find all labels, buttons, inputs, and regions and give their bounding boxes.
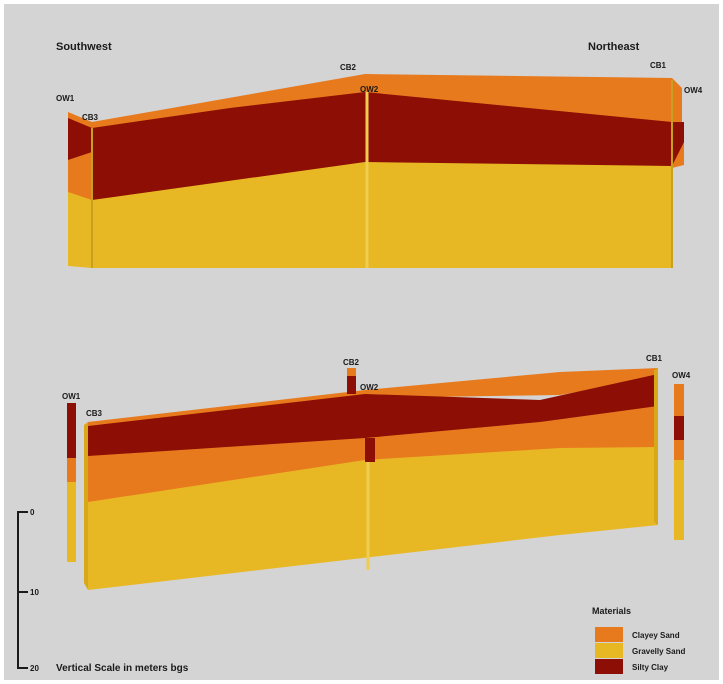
top-well-label-ow2: OW2 bbox=[360, 85, 379, 94]
vertical-scale: 0 10 20 Vertical Scale in meters bgs bbox=[17, 508, 189, 674]
top-silty-clay-layer bbox=[68, 92, 684, 200]
bottom-block-side-right bbox=[654, 368, 658, 525]
bottom-well-label-cb3: CB3 bbox=[86, 409, 103, 418]
legend-label-clayey-sand: Clayey Sand bbox=[632, 631, 680, 640]
legend-label-gravelly-sand: Gravelly Sand bbox=[632, 647, 685, 656]
bottom-clayey-sand-layer-upper bbox=[88, 368, 658, 428]
legend-label-silty-clay: Silty Clay bbox=[632, 663, 669, 672]
scale-tick-label-0: 0 bbox=[30, 508, 35, 517]
bottom-well-column-cb2 bbox=[347, 368, 375, 570]
legend-swatch-gravelly-sand bbox=[595, 643, 623, 658]
top-cross-section: OW1 CB3 CB2 OW2 CB1 OW4 bbox=[56, 61, 703, 268]
bottom-well-column-ow4 bbox=[674, 384, 684, 540]
scale-bar bbox=[17, 511, 28, 669]
scale-caption: Vertical Scale in meters bgs bbox=[56, 663, 189, 674]
legend-swatch-silty-clay bbox=[595, 659, 623, 674]
bottom-cross-section: OW1 CB3 CB2 OW2 CB1 OW4 bbox=[62, 354, 691, 590]
bottom-well-label-cb2: CB2 bbox=[343, 358, 360, 367]
bottom-silty-clay-layer bbox=[88, 374, 658, 456]
bottom-well-label-ow2: OW2 bbox=[360, 383, 379, 392]
legend-swatch-clayey-sand bbox=[595, 627, 623, 642]
top-well-label-cb2: CB2 bbox=[340, 63, 357, 72]
northeast-label: Northeast bbox=[588, 41, 640, 53]
top-clayey-sand-layer-left bbox=[68, 150, 92, 200]
bottom-block-side-left bbox=[84, 422, 88, 590]
bottom-well-column-ow1 bbox=[67, 403, 76, 562]
southwest-label: Southwest bbox=[56, 41, 112, 53]
top-well-label-cb3: CB3 bbox=[82, 113, 99, 122]
top-well-label-cb1: CB1 bbox=[650, 61, 667, 70]
bottom-well-label-ow4: OW4 bbox=[672, 371, 691, 380]
bottom-gravelly-sand-layer bbox=[88, 445, 658, 590]
top-gravelly-sand-layer bbox=[68, 158, 672, 268]
bottom-well-label-cb1: CB1 bbox=[646, 354, 663, 363]
legend: Materials Clayey Sand Gravelly Sand Silt… bbox=[592, 606, 685, 674]
top-well-label-ow1: OW1 bbox=[56, 94, 75, 103]
legend-title: Materials bbox=[592, 606, 631, 616]
scale-tick-label-10: 10 bbox=[30, 588, 39, 597]
top-well-label-ow4: OW4 bbox=[684, 86, 703, 95]
scale-tick-label-20: 20 bbox=[30, 664, 39, 673]
bottom-well-label-ow1: OW1 bbox=[62, 392, 81, 401]
top-clayey-sand-layer-upper bbox=[68, 74, 682, 130]
